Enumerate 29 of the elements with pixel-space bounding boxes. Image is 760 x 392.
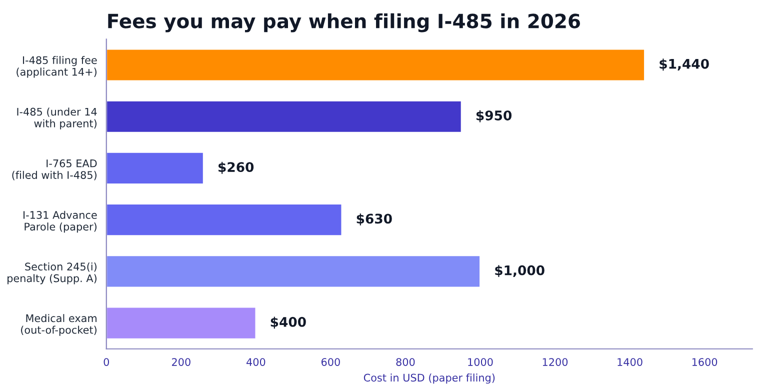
bar — [106, 48, 646, 82]
data-label: $1,440 — [660, 58, 709, 71]
data-label: $950 — [476, 110, 512, 122]
y-tick-label: I-765 EAD (filed with I-485) — [12, 159, 97, 180]
y-tick-label: I-485 (under 14 with parent) — [17, 108, 97, 130]
y-tick-label: Section 245(i) penalty (Supp. A) — [8, 262, 96, 284]
x-tick-label: 1200 — [542, 358, 568, 366]
data-label: $1,000 — [495, 265, 544, 278]
data-label: $630 — [356, 213, 392, 226]
chart-title: Fees you may pay when filing I-485 in 2026 — [108, 13, 580, 32]
x-tick-label: 400 — [246, 358, 266, 366]
x-tick-label: 800 — [396, 358, 415, 366]
y-tick-label: I-485 filing fee (applicant 14+) — [16, 56, 97, 78]
x-axis-title: Cost in USD (paper filing) — [364, 374, 495, 384]
x-tick-label: 1600 — [692, 358, 718, 366]
x-tick-label: 1400 — [618, 358, 642, 366]
y-tick-label: Medical exam (out-of-pocket) — [21, 314, 96, 336]
data-label: $260 — [218, 162, 254, 174]
bar — [106, 306, 257, 340]
bar — [106, 203, 343, 237]
x-tick-label: 200 — [172, 358, 190, 366]
bar — [106, 254, 481, 288]
x-tick-label: 0 — [104, 358, 110, 366]
bar — [106, 152, 204, 185]
data-label: $400 — [270, 316, 306, 329]
bar — [106, 100, 462, 134]
y-tick-label: I-131 Advance Parole (paper) — [24, 210, 97, 233]
x-tick-label: 1000 — [468, 358, 493, 366]
x-tick-label: 600 — [321, 358, 340, 366]
